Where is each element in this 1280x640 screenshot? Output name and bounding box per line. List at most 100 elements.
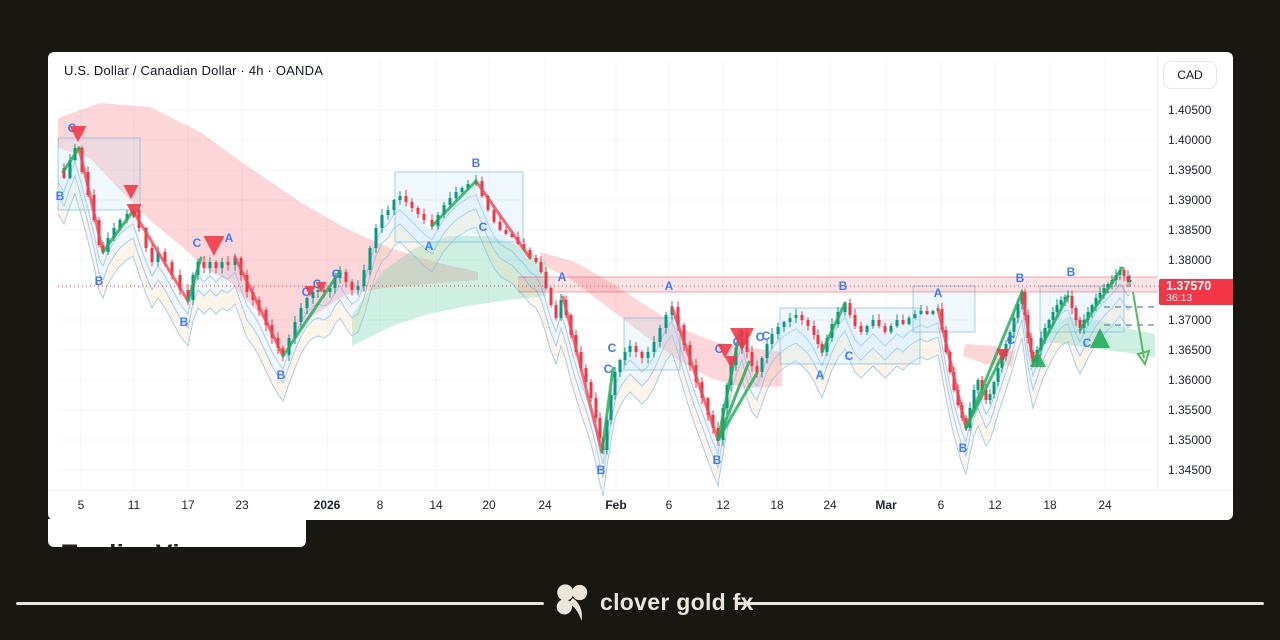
price-tick-label: 1.38000 xyxy=(1168,253,1212,267)
price-tick-label: 1.39500 xyxy=(1168,163,1212,177)
axis-separator-vertical xyxy=(1157,52,1158,490)
candle-body xyxy=(281,348,285,355)
candle-body xyxy=(984,390,988,400)
time-tick-label: 14 xyxy=(429,498,443,512)
time-tick-label: 17 xyxy=(181,498,195,512)
time-tick-label: 18 xyxy=(770,498,784,512)
candle-body xyxy=(422,214,426,220)
time-tick-label: 6 xyxy=(937,498,945,512)
time-tick-label: 11 xyxy=(127,498,141,512)
candle-body xyxy=(442,205,446,215)
chart-card: U.S. Dollar / Canadian Dollar · 4h · OAN… xyxy=(48,52,1233,520)
time-axis[interactable]: 5 11 17 23 2026 8 14 20 24 Feb 6 12 18 24 Mar 6 12 18 24 xyxy=(48,492,1157,520)
candle-body xyxy=(430,220,434,226)
candle-body xyxy=(492,210,496,222)
range-box xyxy=(912,285,976,333)
candle-body xyxy=(380,215,384,228)
zigzag-down-line xyxy=(474,179,532,260)
zigzag-up-line xyxy=(600,366,615,454)
wave-label-c: C xyxy=(193,236,202,250)
candle-body xyxy=(1094,298,1098,305)
wave-label-c: C xyxy=(762,329,771,343)
candle-body xyxy=(1090,305,1094,312)
wave-label-c: C xyxy=(608,341,617,355)
candle-body xyxy=(150,248,154,262)
candle-body xyxy=(170,262,174,275)
sell-marker-icon xyxy=(724,356,738,369)
time-tick-label: 12 xyxy=(988,498,1002,512)
candle-body xyxy=(913,314,917,318)
candle-body xyxy=(579,352,583,368)
candle-body xyxy=(559,300,563,318)
candle-body xyxy=(589,382,593,398)
candle-body xyxy=(1102,288,1106,293)
candle-body xyxy=(664,315,668,328)
wave-label-c: C xyxy=(1083,336,1092,350)
chart-plot[interactable]: BBBBBBBBBBBAAAAAACCCCCCCCCCCCCCC xyxy=(48,52,1233,520)
candle-body xyxy=(344,272,348,282)
candle-body xyxy=(1008,332,1012,344)
candle-body xyxy=(1000,356,1004,368)
candle-body xyxy=(305,298,309,308)
candle-body xyxy=(1126,276,1130,282)
wave-label-a: A xyxy=(558,270,567,284)
candle-body xyxy=(843,303,847,312)
wave-label-b: B xyxy=(1016,271,1025,285)
candle-body xyxy=(299,308,303,322)
candle-body xyxy=(549,288,553,305)
candle-body xyxy=(877,320,881,326)
candle-body xyxy=(594,398,598,418)
last-price-value: 1.37570 xyxy=(1166,278,1212,293)
sell-marker-icon xyxy=(126,204,142,219)
price-tick-label: 1.40500 xyxy=(1168,103,1212,117)
candle-body xyxy=(368,248,372,270)
price-tick-label: 1.40000 xyxy=(1168,133,1212,147)
wave-label-b: B xyxy=(959,441,968,455)
candle-body xyxy=(1012,318,1016,332)
candle-body xyxy=(1078,320,1082,328)
candle-body xyxy=(598,418,602,438)
tradingview-watermark: TradingView xyxy=(48,519,306,547)
price-axis[interactable]: 1.40500 1.40000 1.39500 1.39000 1.38500 1.380… xyxy=(1158,52,1233,490)
axis-separator-horizontal xyxy=(48,490,1233,491)
candle-body xyxy=(613,372,617,395)
range-box xyxy=(623,317,681,371)
candle-body xyxy=(895,320,899,326)
candle-body xyxy=(760,358,764,372)
candle-body xyxy=(788,318,792,322)
clover-icon xyxy=(556,584,588,622)
candle-body xyxy=(618,360,622,372)
zigzag-down-line xyxy=(1020,290,1035,364)
candle-body xyxy=(404,196,408,202)
time-tick-label: 8 xyxy=(376,498,384,512)
candle-body xyxy=(889,326,893,332)
zigzag-down-line xyxy=(561,295,604,454)
wave-label-a: A xyxy=(425,239,434,253)
candle-body xyxy=(220,262,224,268)
pink-cloud xyxy=(58,103,478,350)
wave-label-a: A xyxy=(934,286,943,300)
candle-body xyxy=(386,210,390,215)
sell-marker-icon xyxy=(123,185,139,200)
candle-body xyxy=(362,270,366,286)
candle-body xyxy=(1122,270,1126,276)
candle-body xyxy=(460,188,464,192)
candle-body xyxy=(605,420,609,450)
tradingview-wordmark: TradingView xyxy=(62,540,214,547)
candle-body xyxy=(504,230,508,234)
zigzag-up-line xyxy=(964,350,1006,430)
candle-body xyxy=(816,335,820,344)
wave-label-b: B xyxy=(95,274,104,288)
bar-countdown: 36:13 xyxy=(1166,292,1193,305)
candle-body xyxy=(820,344,824,352)
candle-body xyxy=(1051,312,1055,320)
currency-button[interactable]: CAD xyxy=(1163,61,1217,89)
sell-marker-icon xyxy=(203,236,225,256)
range-box xyxy=(394,171,524,243)
candle-body xyxy=(208,262,212,268)
candle-body xyxy=(794,315,798,318)
zigzag-down-line xyxy=(77,146,105,254)
trend-arrow-shaft xyxy=(1132,291,1145,359)
candle-body xyxy=(186,290,190,300)
wave-label-c: C xyxy=(479,220,488,234)
